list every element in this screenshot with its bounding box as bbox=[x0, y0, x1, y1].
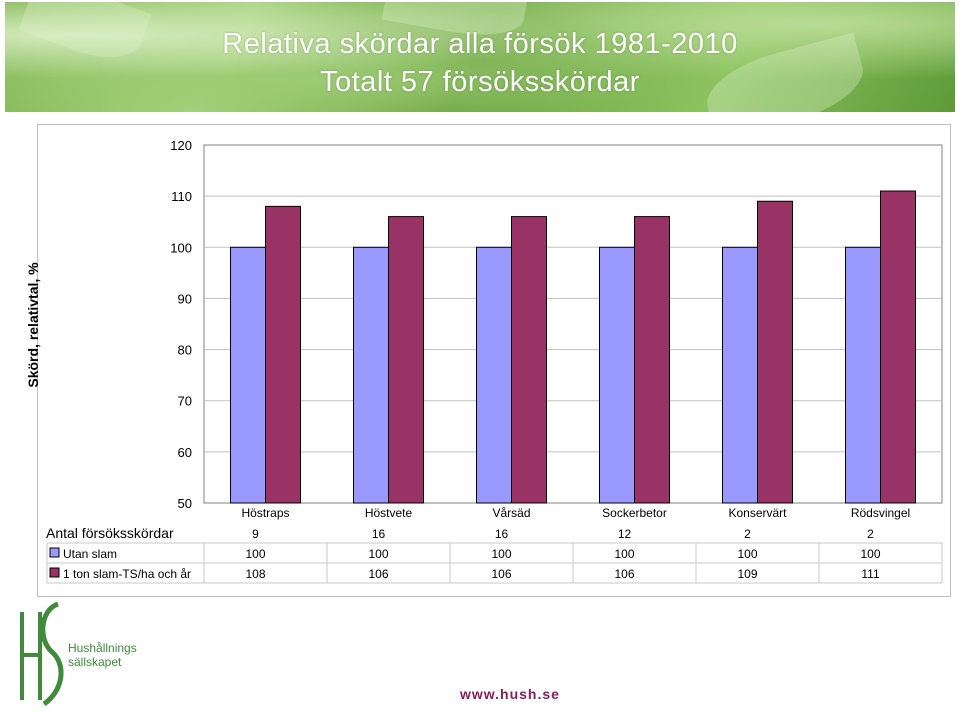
table-cell: 106 bbox=[491, 567, 511, 581]
bar bbox=[845, 246, 881, 504]
y-tick-label: 110 bbox=[171, 189, 192, 204]
table-cell: 100 bbox=[860, 547, 880, 561]
table-cell: 2 bbox=[744, 527, 751, 541]
bar bbox=[265, 205, 301, 504]
legend-entry: 1 ton slam-TS/ha och år bbox=[63, 567, 191, 581]
bar bbox=[722, 246, 758, 504]
legend-swatch bbox=[49, 547, 60, 558]
bar bbox=[880, 190, 916, 504]
y-axis-label: Skörd, relativtal, % bbox=[25, 262, 41, 388]
bar bbox=[634, 216, 670, 504]
table-cell: 100 bbox=[491, 547, 511, 561]
table-cell: 106 bbox=[614, 567, 634, 581]
x-tick-label: Rödsvingel bbox=[851, 506, 910, 520]
plot-area bbox=[203, 144, 943, 504]
legend-swatch bbox=[49, 567, 60, 578]
header-banner: Relativa skördar alla försök 1981-2010 T… bbox=[5, 2, 955, 112]
table-cell: 100 bbox=[614, 547, 634, 561]
table-cell: 2 bbox=[867, 527, 874, 541]
table-cell: 100 bbox=[737, 547, 757, 561]
x-tick-label: Konservärt bbox=[728, 506, 787, 520]
table-cell: 111 bbox=[861, 567, 880, 581]
x-tick-label: Sockerbetor bbox=[602, 506, 667, 520]
bar bbox=[353, 246, 389, 504]
bar bbox=[230, 246, 266, 504]
y-tick-label: 100 bbox=[170, 240, 192, 255]
y-tick-label: 50 bbox=[178, 496, 192, 511]
legend-entry: Utan slam bbox=[63, 547, 117, 561]
table-cell: 100 bbox=[368, 547, 388, 561]
bar bbox=[388, 216, 424, 504]
table-cell: 106 bbox=[368, 567, 388, 581]
bar bbox=[476, 246, 512, 504]
y-tick-label: 80 bbox=[178, 343, 192, 358]
table-cell: 100 bbox=[245, 547, 265, 561]
table-cell: 108 bbox=[245, 567, 265, 581]
y-tick-label: 90 bbox=[178, 291, 192, 306]
chart-subtitle: Totalt 57 försöksskördar bbox=[320, 66, 640, 98]
bar bbox=[511, 216, 547, 504]
bar bbox=[757, 200, 793, 504]
table-cell: 12 bbox=[618, 527, 632, 541]
chart-title: Relativa skördar alla försök 1981-2010 bbox=[222, 28, 738, 60]
table-cell: 16 bbox=[372, 527, 386, 541]
x-tick-label: Höstraps bbox=[241, 506, 289, 520]
y-tick-label: 60 bbox=[178, 445, 192, 460]
x-tick-label: Vårsäd bbox=[492, 506, 530, 520]
table-count-label: Antal försöksskördar bbox=[46, 525, 174, 541]
table-cell: 9 bbox=[252, 527, 259, 541]
x-tick-label: Höstvete bbox=[365, 506, 413, 520]
table-cell: 16 bbox=[495, 527, 509, 541]
y-tick-label: 70 bbox=[178, 394, 192, 409]
bar bbox=[599, 246, 635, 504]
table-cell: 109 bbox=[737, 567, 757, 581]
y-tick-label: 120 bbox=[170, 138, 192, 153]
footer-url[interactable]: www.hush.se bbox=[460, 686, 560, 702]
